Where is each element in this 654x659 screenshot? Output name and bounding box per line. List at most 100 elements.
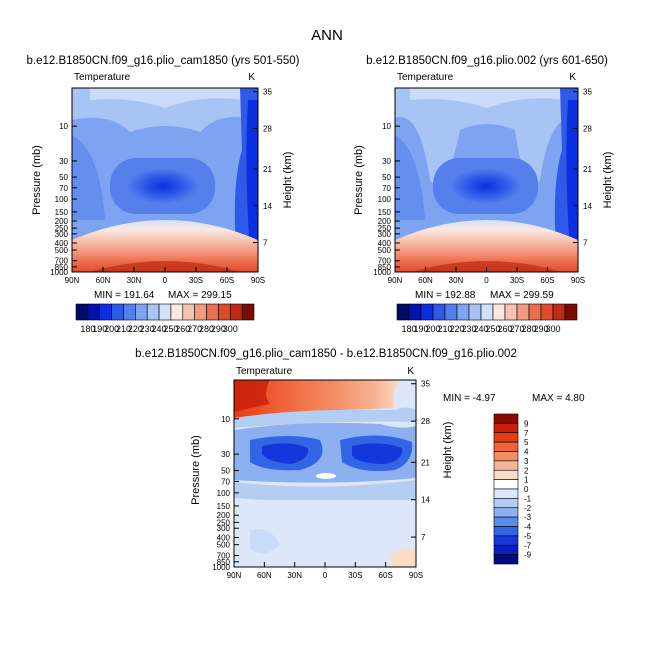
y-tick-label: 500 xyxy=(217,541,231,550)
colorbar-swatch xyxy=(504,303,518,321)
colorbar-swatch xyxy=(516,303,530,321)
x-tick-label: 90N xyxy=(388,276,403,285)
panel-3-top-warm-core xyxy=(234,380,270,412)
panel-2-upper-band xyxy=(395,88,578,185)
y2-tick-label: 14 xyxy=(421,496,430,505)
colorbar-swatch xyxy=(552,303,566,321)
panel-2-units-label: K xyxy=(569,72,576,83)
y-tick-label: 850 xyxy=(217,558,231,567)
colorbar-label: -4 xyxy=(524,523,532,532)
y2-tick-label: 14 xyxy=(583,202,592,211)
y-tick-label: 50 xyxy=(382,173,391,182)
panel-3-surface-warm-patch xyxy=(390,548,416,567)
y2-tick-label: 21 xyxy=(583,165,592,174)
colorbar-label: 290 xyxy=(533,324,548,334)
x-tick-label: 60N xyxy=(96,276,111,285)
panel-1-surface-warm xyxy=(72,220,258,272)
colorbar-label: 270 xyxy=(509,324,524,334)
x-tick-label: 90S xyxy=(251,276,265,285)
panel-2-title: b.e12.B1850CN.f09_g16.plio.002 (yrs 601-… xyxy=(366,55,608,67)
y-tick-label: 400 xyxy=(378,239,392,248)
colorbar-label: 280 xyxy=(521,324,536,334)
colorbar-swatch xyxy=(87,303,101,321)
panel-2-top-band xyxy=(410,88,565,108)
y-tick-label: 10 xyxy=(221,415,230,424)
colorbar-swatch xyxy=(493,554,519,565)
colorbar-swatch xyxy=(528,303,542,321)
panel-1-max-label: MAX = 299.15 xyxy=(168,290,232,301)
panel-3-title: b.e12.B1850CN.f09_g16.plio_cam1850 - b.e… xyxy=(135,348,517,360)
colorbar-label: 250 xyxy=(485,324,500,334)
colorbar-label: 9 xyxy=(524,419,529,428)
colorbar-swatch xyxy=(493,451,519,462)
colorbar-label: -7 xyxy=(524,541,532,550)
y-tick-label: 700 xyxy=(217,552,231,561)
panel-2-ylabel: Pressure (mb) xyxy=(353,145,365,215)
y2-tick-label: 21 xyxy=(263,165,272,174)
colorbar-swatch xyxy=(444,303,458,321)
y-tick-label: 500 xyxy=(55,246,69,255)
colorbar-swatch xyxy=(456,303,470,321)
panel-3-cold-left-core xyxy=(262,443,309,464)
colorbar-label: 210 xyxy=(116,324,131,334)
colorbar-swatch xyxy=(564,303,578,321)
colorbar-label: 230 xyxy=(140,324,155,334)
panel-1-title: b.e12.B1850CN.f09_g16.plio_cam1850 (yrs … xyxy=(27,55,300,67)
y-tick-label: 300 xyxy=(217,524,231,533)
y2-tick-label: 28 xyxy=(263,124,272,133)
colorbar-label: -3 xyxy=(524,513,532,522)
panel-1-cold-core xyxy=(127,168,199,204)
colorbar-swatch xyxy=(492,303,506,321)
y-tick-label: 10 xyxy=(382,122,391,131)
colorbar-label: 7 xyxy=(524,429,529,438)
y2-tick-label: 7 xyxy=(421,533,426,542)
colorbar-label: 3 xyxy=(524,457,529,466)
x-tick-label: 90N xyxy=(227,571,242,580)
y-tick-label: 30 xyxy=(382,157,391,166)
panel-3-equator-neutral xyxy=(316,473,336,479)
y-tick-label: 250 xyxy=(217,518,231,527)
colorbar-swatch xyxy=(111,303,124,321)
panel-3-cool-patch xyxy=(250,529,280,554)
y-tick-label: 300 xyxy=(378,230,392,239)
panel-2-cold-core xyxy=(450,168,522,204)
panel-3-x-axis: 90N 60N 30N 0 30S 60S 90S xyxy=(227,562,423,580)
colorbar-swatch xyxy=(493,507,519,518)
colorbar-swatch xyxy=(480,303,494,321)
y2-tick-label: 7 xyxy=(263,239,268,248)
colorbar-label: 280 xyxy=(199,324,214,334)
y2-tick-label: 35 xyxy=(263,88,272,97)
y-tick-label: 200 xyxy=(55,217,69,226)
y-tick-label: 250 xyxy=(378,224,392,233)
panel-3-field-label: Temperature xyxy=(236,366,293,377)
panel-2-max-label: MAX = 299.59 xyxy=(490,290,554,301)
colorbar-label: 260 xyxy=(175,324,190,334)
panel-2-field-label: Temperature xyxy=(397,72,454,83)
y-tick-label: 100 xyxy=(217,489,231,498)
colorbar-label: 190 xyxy=(413,324,428,334)
panel-2-surface-hot xyxy=(412,261,562,272)
x-tick-label: 90S xyxy=(409,571,423,580)
colorbar-swatch xyxy=(135,303,148,321)
y-tick-label: 150 xyxy=(378,208,392,217)
x-tick-label: 30S xyxy=(189,276,203,285)
panel-3-upper-cool-band xyxy=(234,407,416,428)
panel-3: b.e12.B1850CN.f09_g16.plio_cam1850 - b.e… xyxy=(135,348,585,580)
y2-tick-label: 35 xyxy=(583,88,592,97)
colorbar-swatch xyxy=(493,460,519,471)
colorbar-label: 240 xyxy=(473,324,488,334)
colorbar-swatch xyxy=(432,303,446,321)
colorbar-swatch xyxy=(229,303,243,321)
colorbar-label: -2 xyxy=(524,504,532,513)
panel-3-lower-cool-band xyxy=(234,480,416,503)
colorbar-label: 260 xyxy=(497,324,512,334)
y-tick-label: 70 xyxy=(382,184,391,193)
colorbar-label: 240 xyxy=(152,324,167,334)
panel-1-units-label: K xyxy=(248,72,255,83)
x-tick-label: 30N xyxy=(449,276,464,285)
colorbar-label: 210 xyxy=(437,324,452,334)
colorbar-label: 300 xyxy=(545,324,560,334)
